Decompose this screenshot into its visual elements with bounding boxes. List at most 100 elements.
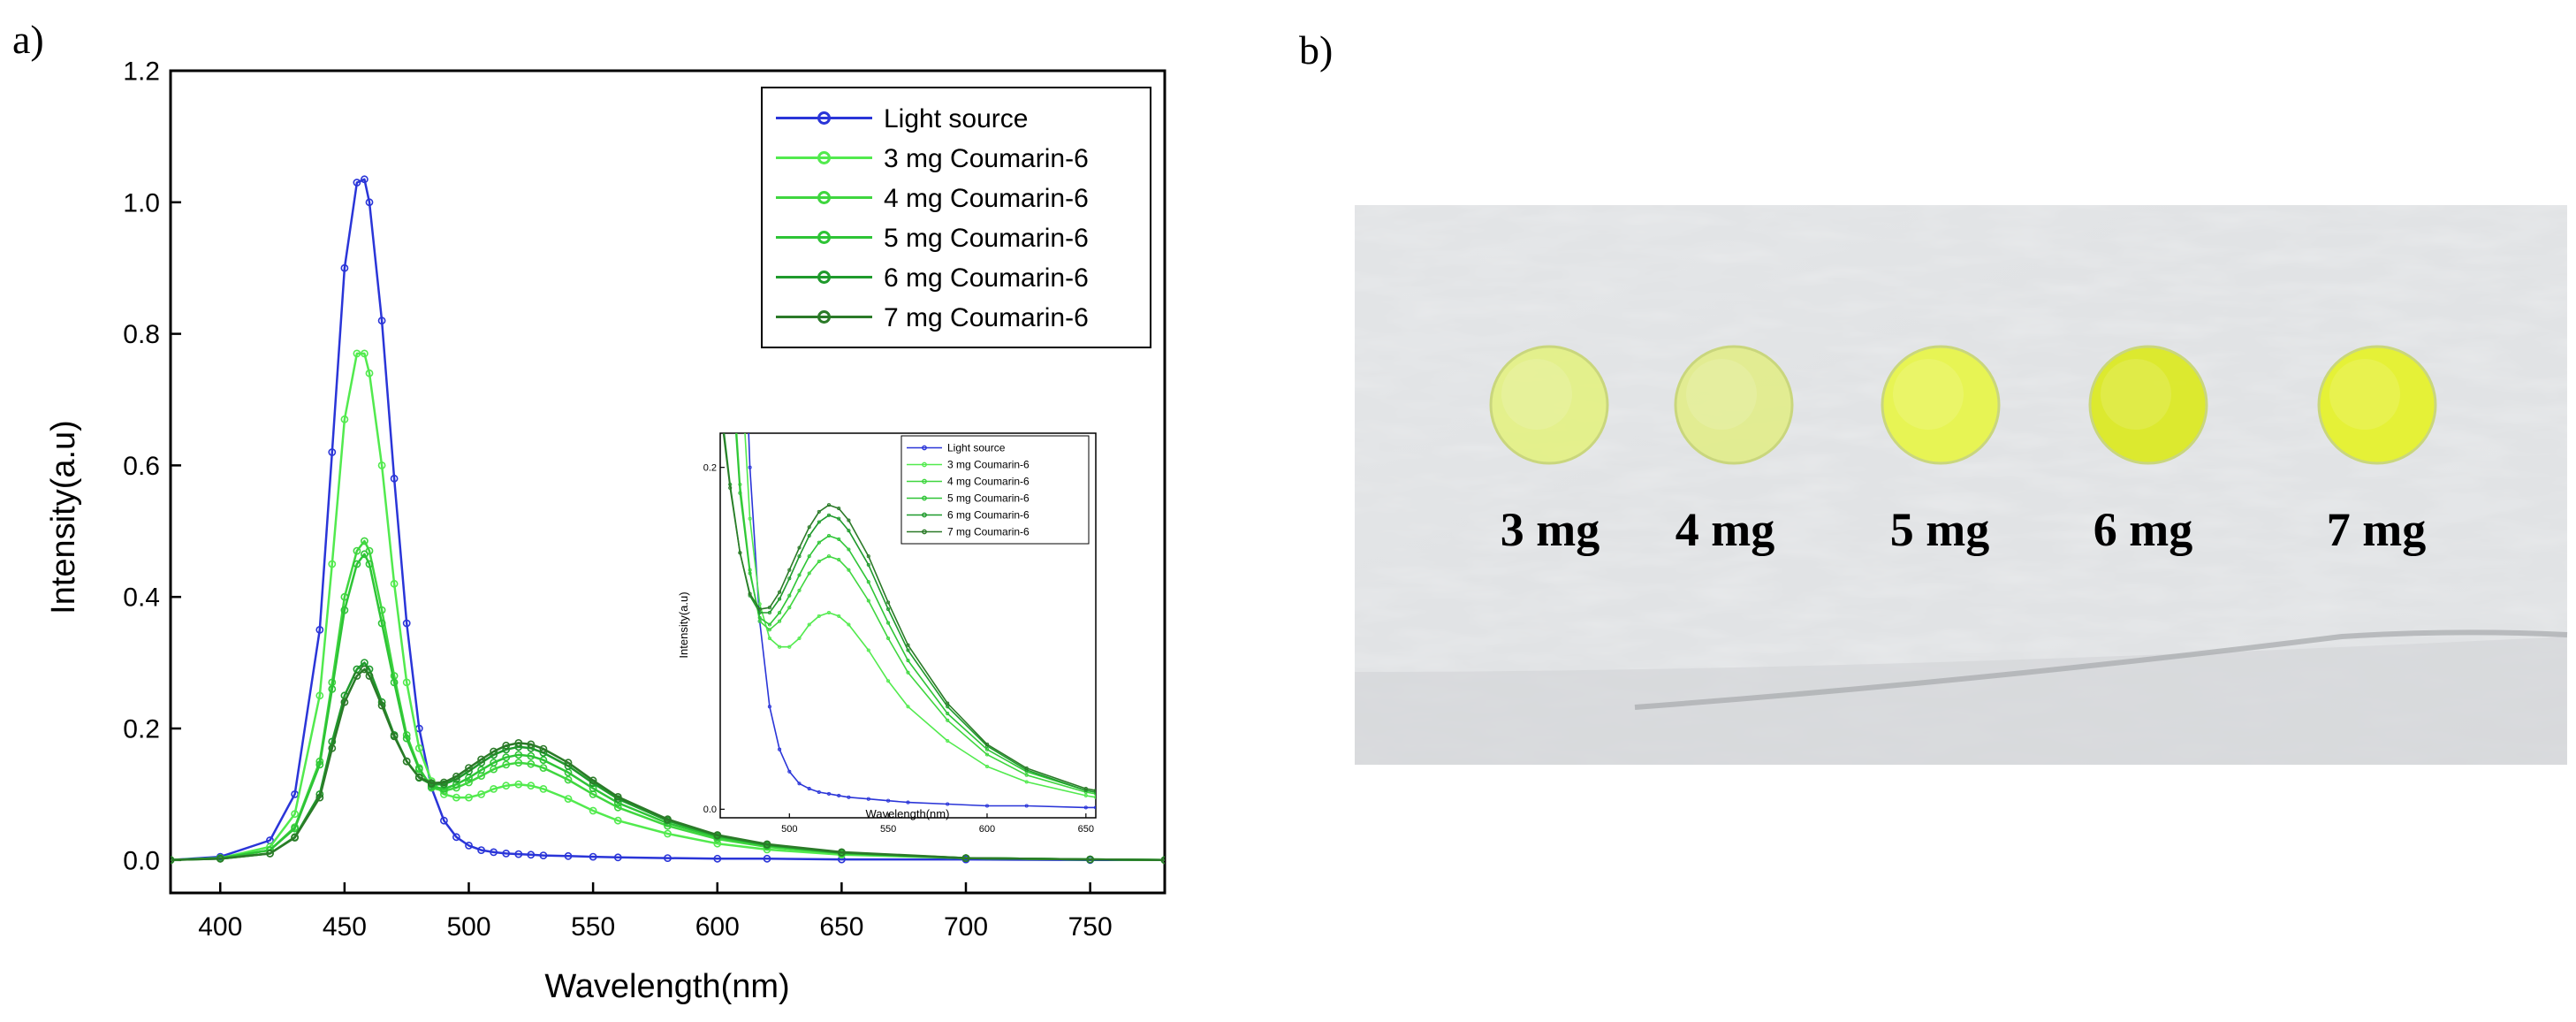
legend-swatch-marker bbox=[817, 111, 831, 125]
data-point bbox=[514, 780, 523, 789]
data-point bbox=[365, 198, 374, 207]
data-point bbox=[728, 485, 733, 490]
data-point bbox=[763, 840, 771, 849]
data-point bbox=[360, 175, 369, 184]
data-point bbox=[748, 516, 752, 521]
inset-series-group bbox=[722, 433, 1096, 810]
data-point bbox=[763, 854, 771, 863]
y-tick-label: 1.0 bbox=[123, 188, 160, 217]
data-point bbox=[787, 606, 792, 610]
data-point bbox=[866, 797, 870, 801]
y-tick-label: 0.0 bbox=[703, 805, 717, 815]
sample-label: 6 mg bbox=[2093, 503, 2192, 556]
data-point bbox=[427, 779, 436, 788]
data-point bbox=[340, 606, 349, 614]
sample-disc-highlight bbox=[1686, 359, 1757, 430]
data-point bbox=[477, 755, 485, 764]
data-point bbox=[826, 533, 832, 538]
data-point bbox=[1024, 773, 1029, 777]
data-point bbox=[315, 626, 324, 634]
series-line-7-mg-coumarin-6 bbox=[722, 433, 1096, 791]
data-point bbox=[353, 560, 361, 568]
series-line-5-mg-coumarin-6 bbox=[734, 433, 1096, 793]
legend-swatch-marker bbox=[922, 445, 927, 451]
data-point bbox=[360, 349, 369, 358]
data-point bbox=[748, 465, 752, 469]
data-point bbox=[664, 854, 672, 862]
data-point bbox=[847, 795, 851, 799]
data-point bbox=[1086, 855, 1094, 864]
data-point bbox=[477, 846, 485, 854]
data-point bbox=[539, 744, 548, 753]
data-point bbox=[817, 520, 821, 524]
data-point bbox=[1160, 856, 1165, 865]
data-point bbox=[527, 751, 536, 760]
data-point bbox=[377, 619, 386, 628]
data-point bbox=[866, 580, 870, 584]
data-point bbox=[984, 742, 990, 746]
main-legend: Light source 3 mg Coumarin-6 4 mg Coumarin… bbox=[761, 87, 1151, 348]
inset-y-axis-label: Intensity(a.u) bbox=[677, 591, 690, 658]
series-line-5-mg-coumarin-6 bbox=[171, 553, 1165, 862]
data-point bbox=[757, 610, 762, 615]
data-point bbox=[847, 622, 851, 627]
panel-b-label: b) bbox=[1299, 27, 1333, 72]
legend-swatch-marker bbox=[922, 478, 927, 484]
data-point bbox=[465, 778, 473, 787]
sample-label: 3 mg bbox=[1501, 503, 1600, 556]
data-point bbox=[713, 831, 722, 839]
data-point bbox=[490, 747, 498, 756]
data-point bbox=[664, 815, 672, 824]
data-point bbox=[564, 775, 573, 784]
data-point bbox=[514, 751, 523, 759]
data-point bbox=[390, 678, 399, 687]
data-point bbox=[757, 619, 762, 623]
data-point bbox=[402, 757, 411, 766]
data-point bbox=[365, 369, 374, 378]
x-tick-label: 600 bbox=[695, 912, 740, 942]
data-point bbox=[328, 685, 337, 693]
y-tick-label: 0.4 bbox=[123, 583, 160, 613]
data-point bbox=[328, 448, 337, 456]
data-point bbox=[490, 848, 498, 857]
data-point bbox=[946, 718, 950, 722]
data-point bbox=[847, 568, 851, 572]
data-point bbox=[778, 610, 782, 615]
data-point bbox=[1093, 789, 1096, 793]
main-axis-ticks: 400 450 500 550 600 650 700 750 0.0 0.2 0.4 0.6 0.8 1… bbox=[123, 57, 1112, 942]
x-tick-label: 600 bbox=[979, 824, 995, 835]
data-point bbox=[826, 554, 832, 559]
data-point bbox=[360, 665, 369, 674]
data-point bbox=[216, 854, 224, 863]
data-point bbox=[613, 803, 622, 812]
legend-swatch-marker bbox=[817, 151, 831, 164]
series-line-4-mg-coumarin-6 bbox=[171, 539, 1165, 862]
data-point bbox=[817, 559, 821, 564]
data-point bbox=[452, 833, 460, 842]
data-point bbox=[797, 782, 802, 786]
data-point bbox=[377, 317, 386, 325]
data-point bbox=[353, 179, 361, 187]
data-point bbox=[787, 568, 792, 572]
legend-swatch-marker bbox=[922, 461, 927, 468]
data-point bbox=[514, 739, 523, 747]
legend-label-7-mg-coumarin-6: 7 mg Coumarin-6 bbox=[947, 526, 1030, 538]
legend-label-4-mg-coumarin-6: 4 mg Coumarin-6 bbox=[947, 476, 1030, 488]
legend-label-4-mg-coumarin-6: 4 mg Coumarin-6 bbox=[884, 184, 1089, 213]
data-point bbox=[1093, 805, 1096, 810]
data-point bbox=[886, 679, 891, 683]
data-point bbox=[315, 760, 324, 769]
x-tick-label: 550 bbox=[571, 912, 615, 942]
data-point bbox=[778, 590, 782, 594]
main-y-axis-label: Intensity(a.u) bbox=[45, 420, 82, 614]
sample-disc-highlight bbox=[2101, 359, 2171, 430]
data-point bbox=[847, 529, 851, 533]
series-line-light-source bbox=[748, 433, 1096, 809]
legend-label-3-mg-coumarin-6: 3 mg Coumarin-6 bbox=[947, 459, 1030, 471]
data-point bbox=[767, 622, 771, 627]
sample-disc bbox=[1489, 345, 1609, 465]
legend-label-6-mg-coumarin-6: 6 mg Coumarin-6 bbox=[884, 263, 1089, 293]
inset-chart: 500 550 600 650 0.0 0.2 Wavelength(nm) Intens… bbox=[677, 432, 1097, 835]
data-point bbox=[817, 614, 821, 618]
